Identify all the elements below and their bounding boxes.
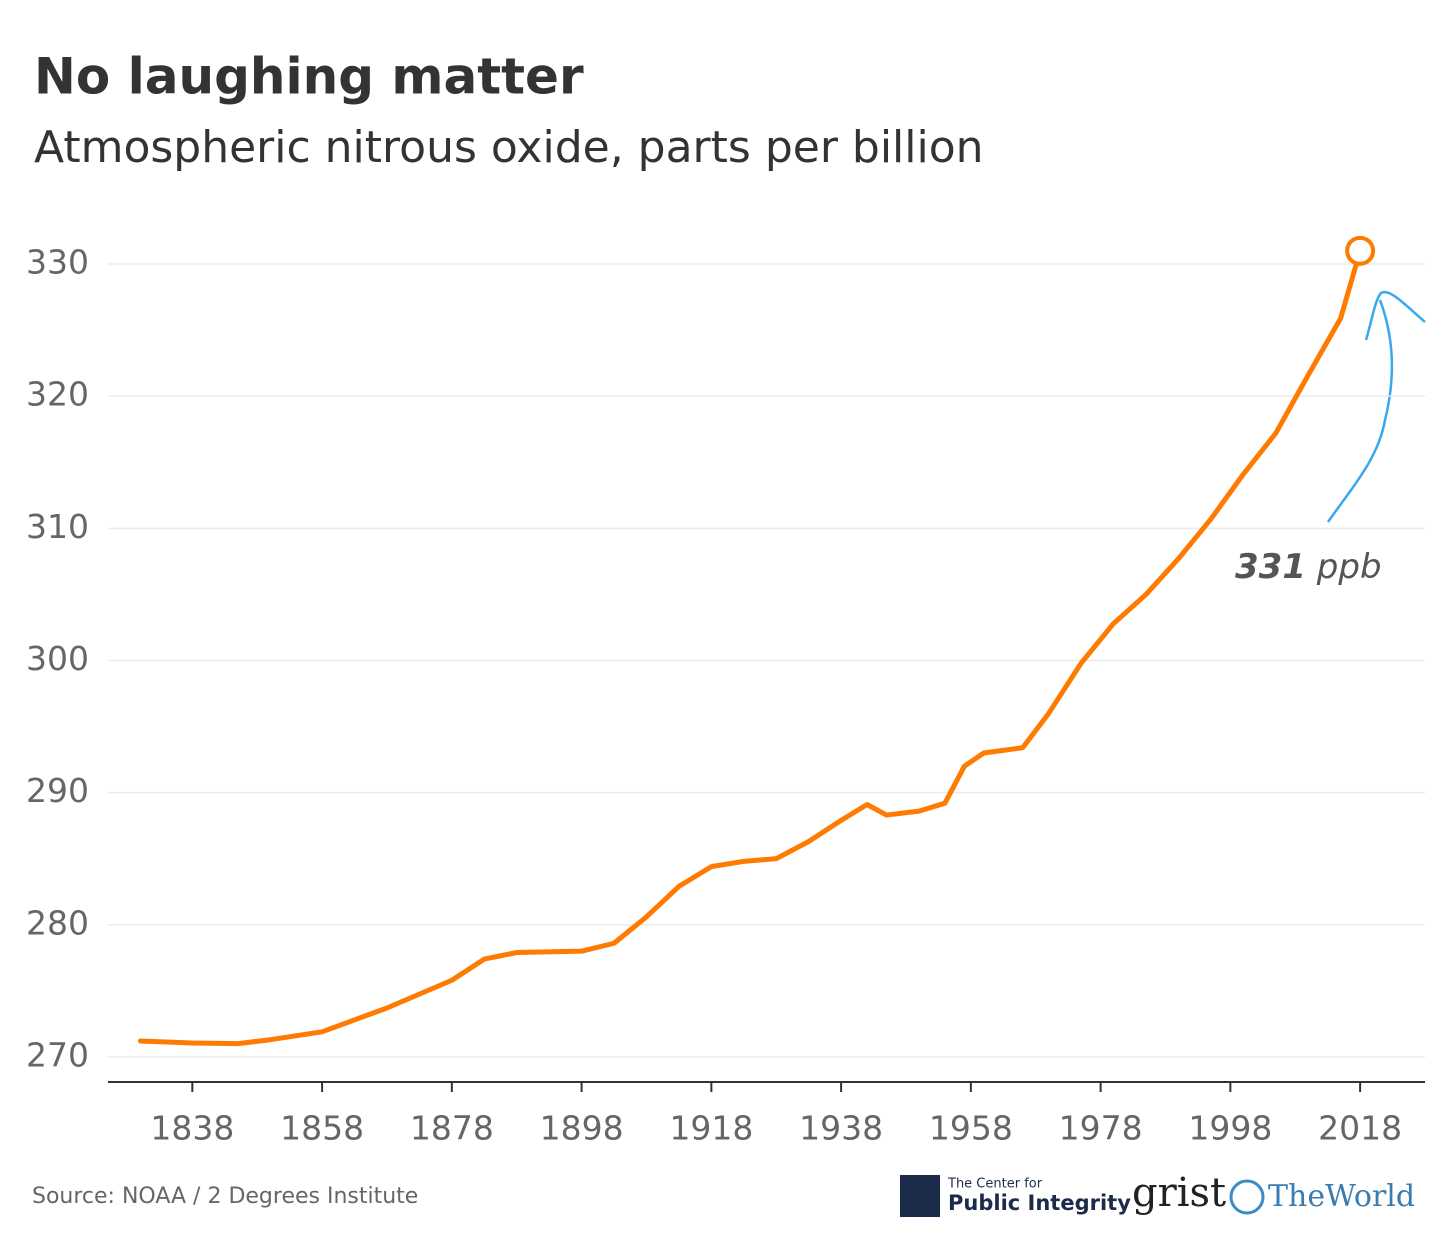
annotation-unit: ppb bbox=[1316, 547, 1382, 587]
x-tick-label: 1958 bbox=[929, 1109, 1013, 1148]
y-tick-label: 310 bbox=[26, 507, 89, 546]
x-tick-label: 1858 bbox=[280, 1109, 364, 1148]
x-tick-label: 2018 bbox=[1318, 1109, 1402, 1148]
chart-title: No laughing matter bbox=[34, 48, 584, 106]
y-tick-label: 330 bbox=[26, 243, 89, 282]
world-logo-globe bbox=[1229, 1179, 1265, 1215]
x-tick-label: 1898 bbox=[540, 1109, 624, 1148]
cpi-logo-top: The Center for bbox=[947, 1177, 1043, 1192]
annotation-value: 331 bbox=[1235, 547, 1306, 587]
line bbox=[137, 248, 1363, 1047]
grist-logo: grist bbox=[1132, 1170, 1226, 1216]
annotation: 331 ppb bbox=[1235, 547, 1382, 587]
y-tick-label: 320 bbox=[26, 375, 89, 414]
y-tick-label: 280 bbox=[26, 903, 89, 942]
source: Source: NOAA / 2 Degrees Institute bbox=[32, 1184, 418, 1209]
y-tick-label: 290 bbox=[26, 771, 89, 810]
cpi-logo-mark bbox=[900, 1175, 940, 1217]
y-tick-label: 300 bbox=[26, 639, 89, 678]
x-tick-label: 1978 bbox=[1059, 1109, 1143, 1148]
x-tick-label: 1998 bbox=[1188, 1109, 1272, 1148]
x-tick-label: 1838 bbox=[150, 1109, 234, 1148]
x-tick-label: 1938 bbox=[799, 1109, 883, 1148]
x-tick-label: 1918 bbox=[669, 1109, 753, 1148]
end-marker bbox=[1345, 235, 1376, 266]
world-logo: TheWorld bbox=[1268, 1179, 1415, 1214]
chart-subtitle: Atmospheric nitrous oxide, parts per bil… bbox=[34, 122, 984, 173]
y-tick-label: 270 bbox=[26, 1035, 89, 1074]
x-tick-label: 1878 bbox=[410, 1109, 494, 1148]
cpi-logo-bottom: Public Integrity bbox=[948, 1191, 1131, 1215]
annotation-arrow bbox=[1326, 290, 1426, 523]
